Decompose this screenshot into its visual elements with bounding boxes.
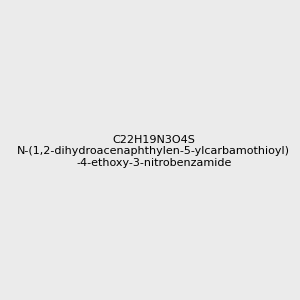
Text: C22H19N3O4S
N-(1,2-dihydroacenaphthylen-5-ylcarbamothioyl)
-4-ethoxy-3-nitrobenz: C22H19N3O4S N-(1,2-dihydroacenaphthylen-…: [17, 135, 290, 168]
